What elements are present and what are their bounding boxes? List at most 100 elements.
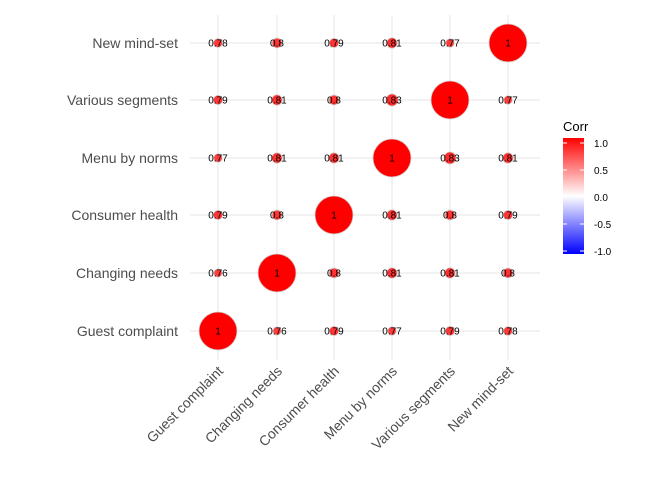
correlation-value-label: 0.81 [440, 269, 460, 280]
correlation-circle [271, 94, 283, 106]
cell-new-mind-set-vs-changing-needs: 0.8 [501, 267, 515, 280]
cell-new-mind-set-vs-consumer-health: 0.79 [498, 209, 518, 222]
correlation-circle [503, 326, 513, 336]
legend-tick-label: 0.5 [594, 166, 608, 177]
cell-guest-complaint-vs-various-segments: 0.79 [208, 94, 228, 107]
y-tick-label-changing-needs: Changing needs [76, 265, 178, 281]
correlation-value-label: 0.8 [270, 39, 284, 50]
cell-menu-by-norms-vs-menu-by-norms: 1 [372, 138, 412, 178]
y-tick-label-various-segments: Various segments [67, 92, 178, 108]
cell-guest-complaint-vs-guest-complaint: 1 [198, 311, 238, 351]
correlation-circle [503, 95, 513, 105]
correlation-value-label: 0.81 [498, 154, 518, 165]
y-tick-label-new-mind-set: New mind-set [92, 35, 178, 51]
cell-menu-by-norms-vs-consumer-health: 0.81 [382, 209, 402, 222]
correlation-value-label: 0.83 [440, 154, 460, 165]
correlation-circle [213, 153, 223, 163]
y-axis-labels: Guest complaint Changing needs Consumer he… [67, 35, 178, 339]
correlation-value-label: 0.76 [267, 327, 287, 338]
legend-tick-label: 1.0 [594, 139, 608, 150]
cell-new-mind-set-vs-various-segments: 0.77 [498, 95, 518, 107]
correlation-circle [386, 209, 398, 221]
correlation-circle [444, 325, 456, 337]
correlation-value-label: 0.76 [208, 269, 228, 280]
correlation-value-label: 0.81 [382, 211, 402, 222]
correlation-circle [328, 37, 340, 49]
correlation-circle [386, 267, 398, 279]
cell-various-segments-vs-various-segments: 1 [430, 80, 470, 120]
correlation-value-label: 0.8 [327, 269, 341, 280]
legend-title: Corr [563, 119, 589, 134]
cell-consumer-health-vs-menu-by-norms: 0.81 [324, 152, 344, 165]
correlation-circle [443, 151, 457, 165]
cell-new-mind-set-vs-menu-by-norms: 0.81 [498, 152, 518, 165]
cell-guest-complaint-vs-consumer-health: 0.79 [208, 209, 228, 222]
cell-menu-by-norms-vs-guest-complaint: 0.77 [382, 326, 402, 338]
grid-lines [190, 15, 540, 360]
legend-tick-label: 0.0 [594, 193, 608, 204]
correlation-value-label: 0.83 [382, 96, 402, 107]
correlation-circle [271, 37, 283, 49]
correlation-circle [444, 267, 456, 279]
cell-various-segments-vs-new-mind-set: 0.77 [440, 38, 460, 50]
correlation-circle [488, 23, 528, 63]
cell-changing-needs-vs-consumer-health: 0.8 [270, 209, 284, 222]
legend-colorbar [563, 138, 584, 254]
correlation-value-label: 1 [274, 269, 280, 280]
cell-menu-by-norms-vs-various-segments: 0.83 [382, 93, 402, 107]
cell-consumer-health-vs-various-segments: 0.8 [327, 94, 341, 107]
correlation-value-label: 0.77 [382, 327, 402, 338]
correlation-value-label: 0.81 [324, 154, 344, 165]
cell-changing-needs-vs-guest-complaint: 0.76 [267, 326, 287, 338]
correlation-value-label: 0.78 [208, 39, 228, 50]
correlation-circle [385, 93, 399, 107]
correlation-value-label: 0.8 [270, 211, 284, 222]
correlation-value-label: 0.78 [498, 327, 518, 338]
cell-various-segments-vs-changing-needs: 0.81 [440, 267, 460, 280]
correlation-value-label: 0.81 [382, 39, 402, 50]
correlation-value-label: 0.79 [208, 96, 228, 107]
correlation-circle [271, 209, 283, 221]
correlation-circle [430, 80, 470, 120]
correlation-circle [271, 152, 283, 164]
correlation-value-label: 0.81 [382, 269, 402, 280]
cell-various-segments-vs-consumer-health: 0.8 [443, 209, 457, 222]
correlation-value-label: 1 [505, 39, 511, 50]
cell-consumer-health-vs-changing-needs: 0.8 [327, 267, 341, 280]
cell-guest-complaint-vs-changing-needs: 0.76 [208, 268, 228, 280]
cell-consumer-health-vs-new-mind-set: 0.79 [324, 37, 344, 50]
correlation-value-label: 0.79 [440, 327, 460, 338]
correlation-circle [328, 94, 340, 106]
correlation-circle [213, 38, 223, 48]
correlation-circle [502, 152, 514, 164]
cell-consumer-health-vs-consumer-health: 1 [314, 195, 354, 235]
correlation-value-label: 0.79 [324, 39, 344, 50]
correlation-cells: 1 0.76 0.79 0.77 0.79 0.780.76 1 0.8 0.81 0.81 0.8… [198, 23, 528, 351]
cell-changing-needs-vs-changing-needs: 1 [257, 253, 297, 293]
correlation-value-label: 0.79 [498, 211, 518, 222]
correlation-circle [198, 311, 238, 351]
correlation-value-label: 0.79 [208, 211, 228, 222]
cell-menu-by-norms-vs-new-mind-set: 0.81 [382, 37, 402, 50]
correlation-value-label: 0.8 [501, 269, 515, 280]
legend-tick-label: -0.5 [594, 220, 612, 231]
correlation-circle [445, 38, 455, 48]
correlation-value-label: 0.79 [324, 327, 344, 338]
correlation-circle [328, 152, 340, 164]
correlation-circle [328, 267, 340, 279]
y-tick-label-consumer-health: Consumer health [71, 207, 178, 223]
cell-changing-needs-vs-various-segments: 0.81 [267, 94, 287, 107]
correlation-value-label: 1 [331, 211, 337, 222]
correlation-value-label: 0.77 [440, 39, 460, 50]
cell-consumer-health-vs-guest-complaint: 0.79 [324, 325, 344, 338]
correlation-value-label: 0.77 [208, 154, 228, 165]
correlation-value-label: 0.81 [267, 96, 287, 107]
cell-guest-complaint-vs-menu-by-norms: 0.77 [208, 153, 228, 165]
correlation-circle [257, 253, 297, 293]
cell-various-segments-vs-guest-complaint: 0.79 [440, 325, 460, 338]
correlation-circle [272, 326, 282, 336]
correlation-circle [213, 268, 223, 278]
cell-new-mind-set-vs-new-mind-set: 1 [488, 23, 528, 63]
